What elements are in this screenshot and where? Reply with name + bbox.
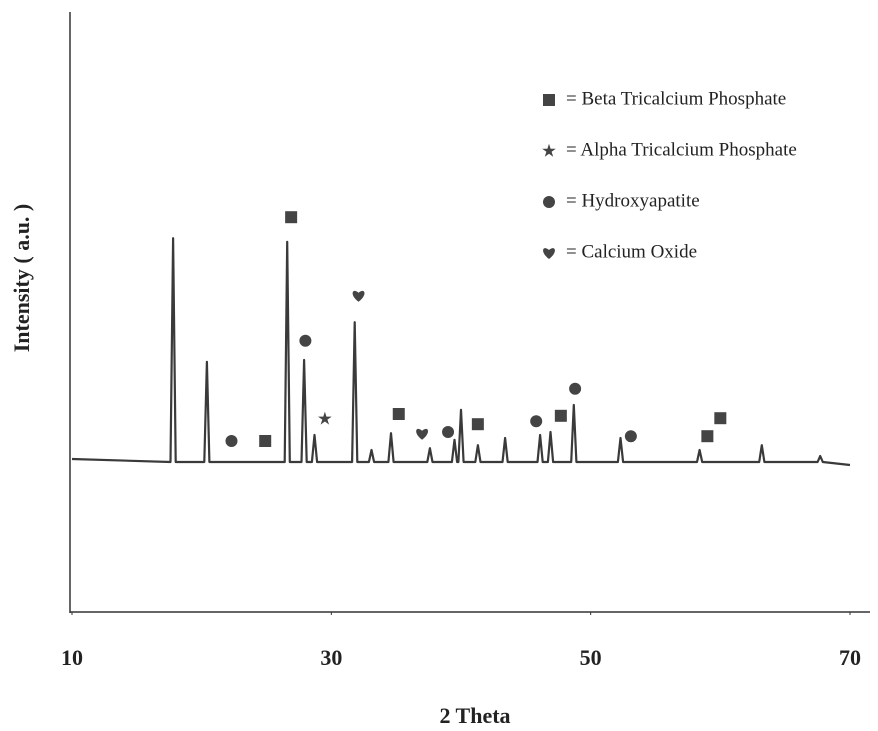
legend-symbol xyxy=(543,94,555,106)
phase-marker xyxy=(392,408,405,420)
legend-label: = Calcium Oxide xyxy=(566,241,697,262)
legend-label: = Hydroxyapatite xyxy=(566,190,700,211)
x-tick-label: 30 xyxy=(320,645,342,670)
legend-symbol xyxy=(543,248,555,259)
phase-marker xyxy=(624,430,637,443)
phase-marker xyxy=(352,290,365,302)
phase-marker xyxy=(554,409,567,422)
phase-marker xyxy=(442,426,455,438)
phase-marker xyxy=(259,435,272,447)
phase-marker xyxy=(299,334,312,347)
legend-symbol xyxy=(542,143,556,157)
legend-symbol xyxy=(543,196,555,208)
phase-marker xyxy=(530,415,543,428)
phase-marker xyxy=(569,382,582,395)
phase-marker xyxy=(701,430,714,443)
phase-marker xyxy=(225,435,238,447)
y-axis-label: Intensity ( a.u. ) xyxy=(9,204,34,353)
x-axis-label: 2 Theta xyxy=(439,703,510,728)
legend-label: = Beta Tricalcium Phosphate xyxy=(566,88,786,109)
phase-marker xyxy=(416,428,429,440)
phase-marker xyxy=(285,211,298,224)
phase-marker xyxy=(471,418,484,431)
phase-marker xyxy=(714,412,727,425)
x-tick-label: 10 xyxy=(61,645,83,670)
x-tick-label: 50 xyxy=(580,645,602,670)
x-tick-label: 70 xyxy=(839,645,861,670)
xrd-trace xyxy=(71,237,851,467)
legend-label: = Alpha Tricalcium Phosphate xyxy=(566,139,797,160)
phase-marker xyxy=(318,411,332,425)
